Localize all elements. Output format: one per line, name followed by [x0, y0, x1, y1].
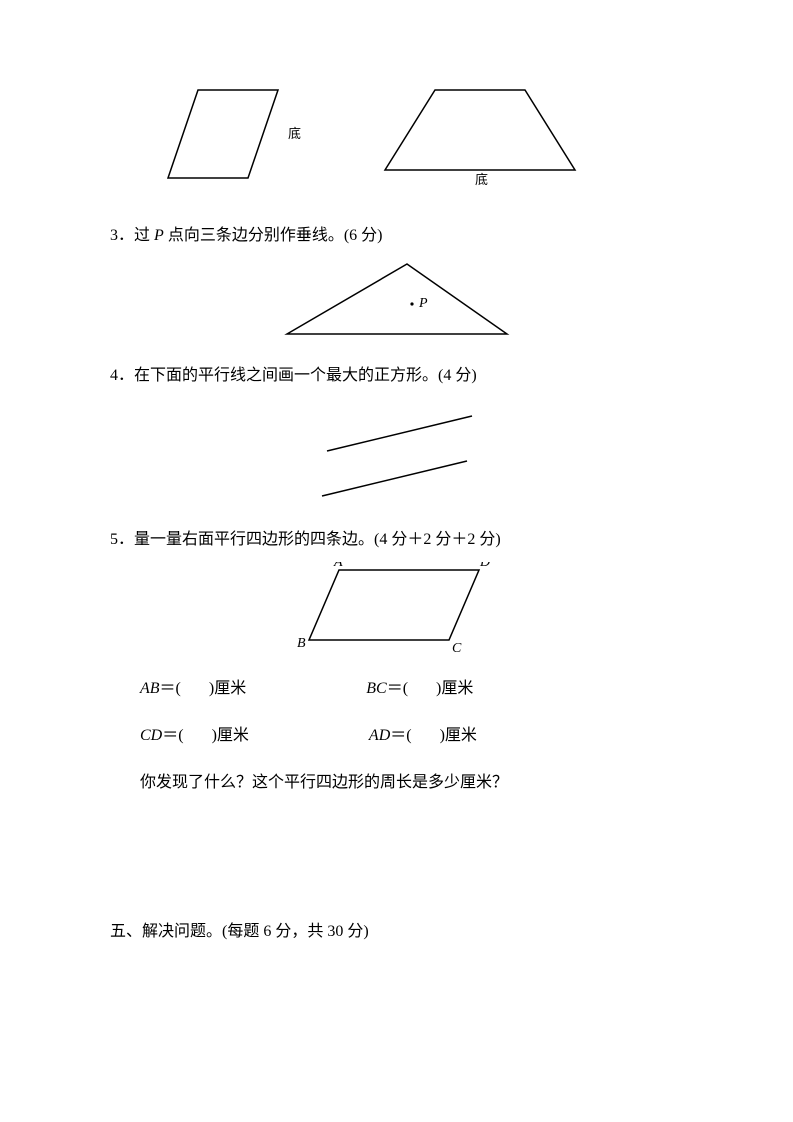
- svg-text:D: D: [479, 562, 490, 570]
- label-ab: AB: [140, 680, 160, 697]
- svg-text:A: A: [333, 562, 343, 570]
- close-unit: )厘米: [212, 727, 249, 744]
- measure-ad: AD＝( )厘米: [369, 722, 477, 751]
- section-5-heading: 五、解决问题。(每题 6 分，共 30 分): [110, 918, 683, 947]
- svg-text:B: B: [297, 636, 306, 651]
- parallelogram-figure: 底: [160, 80, 320, 190]
- measure-bc: BC＝( )厘米: [366, 675, 473, 704]
- measure-row-2: CD＝()厘米 AD＝()厘米: [110, 722, 683, 751]
- label-bc: BC: [366, 680, 386, 697]
- q5-followup: 你发现了什么？这个平行四边形的周长是多少厘米？: [110, 769, 683, 798]
- q4-text: 在下面的平行线之间画一个最大的正方形。(4 分): [134, 367, 477, 384]
- close-unit: )厘米: [436, 680, 473, 697]
- measure-row-1: AB＝()厘米 BC＝()厘米: [110, 675, 683, 704]
- measure-ab: AB＝( )厘米: [140, 675, 246, 704]
- question-5: 5．量一量右面平行四边形的四条边。(4 分＋2 分＋2 分): [110, 526, 683, 555]
- question-3: 3．过 P 点向三条边分别作垂线。(6 分): [110, 222, 683, 251]
- q3-number: 3．: [110, 227, 134, 244]
- svg-text:底: 底: [475, 172, 488, 187]
- measure-cd: CD＝( )厘米: [140, 722, 249, 751]
- eq-open: ＝(: [390, 727, 411, 744]
- svg-text:底: 底: [288, 126, 301, 141]
- q4-number: 4．: [110, 367, 134, 384]
- q3-text-b: 点向三条边分别作垂线。(6 分): [164, 227, 383, 244]
- label-cd: CD: [140, 727, 162, 744]
- eq-open: ＝(: [160, 680, 181, 697]
- triangle-figure: P: [277, 259, 517, 344]
- eq-open: ＝(: [162, 727, 183, 744]
- q5-number: 5．: [110, 531, 134, 548]
- parallel-lines-figure: [302, 411, 492, 506]
- eq-open: ＝(: [387, 680, 408, 697]
- parallelogram-abcd-figure: A D B C: [294, 562, 499, 657]
- trapezoid-figure: 底: [380, 80, 580, 192]
- q5-text: 量一量右面平行四边形的四条边。(4 分＋2 分＋2 分): [134, 531, 501, 548]
- q3-text-a: 过: [134, 227, 154, 244]
- q3-var-p: P: [154, 227, 164, 244]
- close-unit: )厘米: [209, 680, 246, 697]
- svg-text:P: P: [418, 296, 428, 311]
- close-unit: )厘米: [440, 727, 477, 744]
- label-ad: AD: [369, 727, 390, 744]
- question-4: 4．在下面的平行线之间画一个最大的正方形。(4 分): [110, 362, 683, 391]
- svg-text:C: C: [452, 641, 462, 656]
